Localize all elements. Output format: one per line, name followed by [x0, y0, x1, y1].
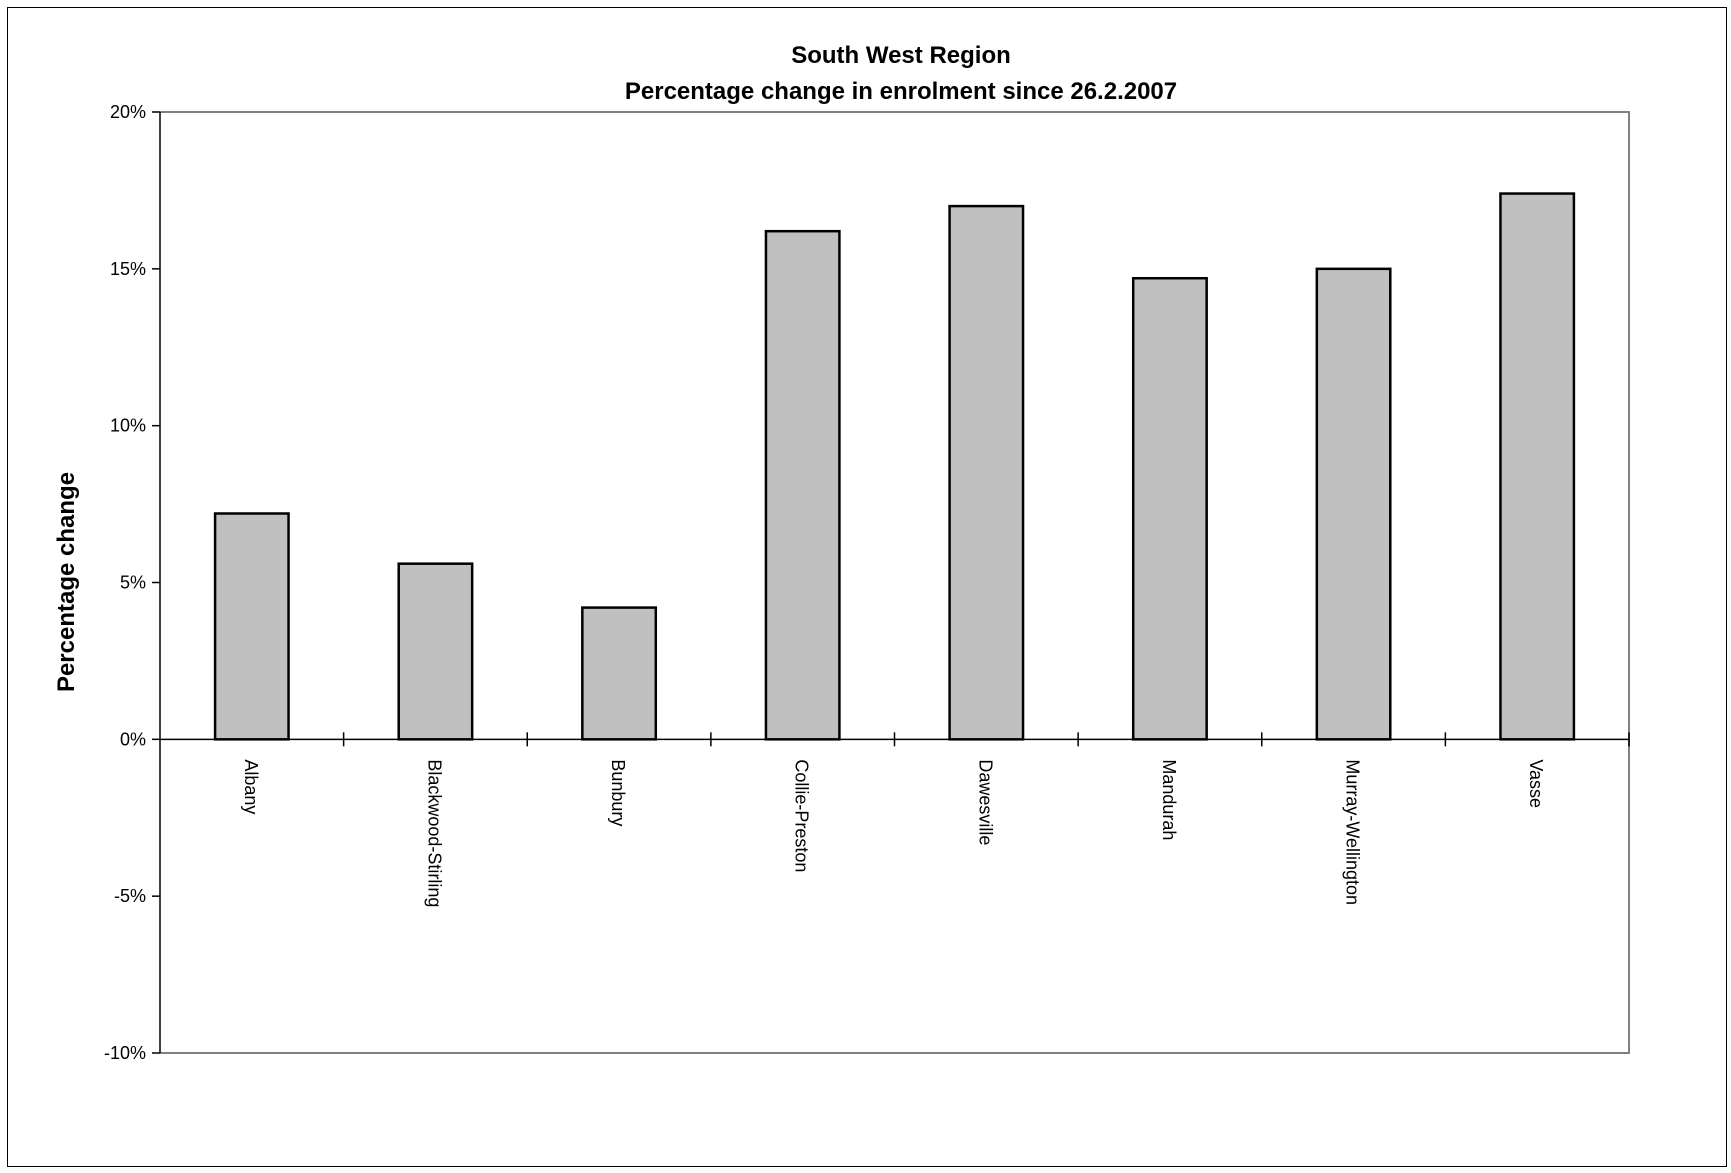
bar: [1499, 192, 1576, 741]
y-tick-label: -5%: [114, 886, 146, 906]
bar: [1315, 267, 1392, 741]
chart-title-line1: South West Region: [791, 42, 1011, 69]
y-tick-label: 5%: [120, 573, 146, 593]
bar: [213, 512, 290, 741]
category-label: Collie-Preston: [792, 759, 812, 872]
category-label: Mandurah: [1159, 759, 1179, 840]
category-label: Vasse: [1526, 759, 1546, 808]
y-axis-label: Percentage change: [53, 472, 80, 692]
category-label: Murray-Wellington: [1343, 759, 1363, 905]
bar: [948, 204, 1025, 741]
bar: [1131, 276, 1208, 741]
bar: [764, 229, 841, 741]
chart-frame: [7, 7, 1727, 1167]
y-tick-label: 15%: [110, 259, 146, 279]
y-tick-label: 10%: [110, 416, 146, 436]
chart-title-line2: Percentage change in enrolment since 26.…: [625, 78, 1177, 105]
category-label: Bunbury: [608, 759, 628, 826]
plot-border: [160, 111, 1630, 1054]
y-tick-label: 20%: [110, 102, 146, 122]
category-label: Dawesville: [975, 759, 995, 845]
category-label: Blackwood-Stirling: [424, 759, 444, 907]
y-tick-label: -10%: [104, 1043, 146, 1063]
plot-area: 20% 15% 10% 5% 0% -5% -10% Albany Blackwood-Stir…: [104, 102, 1630, 1063]
y-tick-label: 0%: [120, 729, 146, 749]
bar: [581, 606, 658, 741]
bar: [397, 562, 474, 741]
category-label: Albany: [241, 759, 261, 814]
